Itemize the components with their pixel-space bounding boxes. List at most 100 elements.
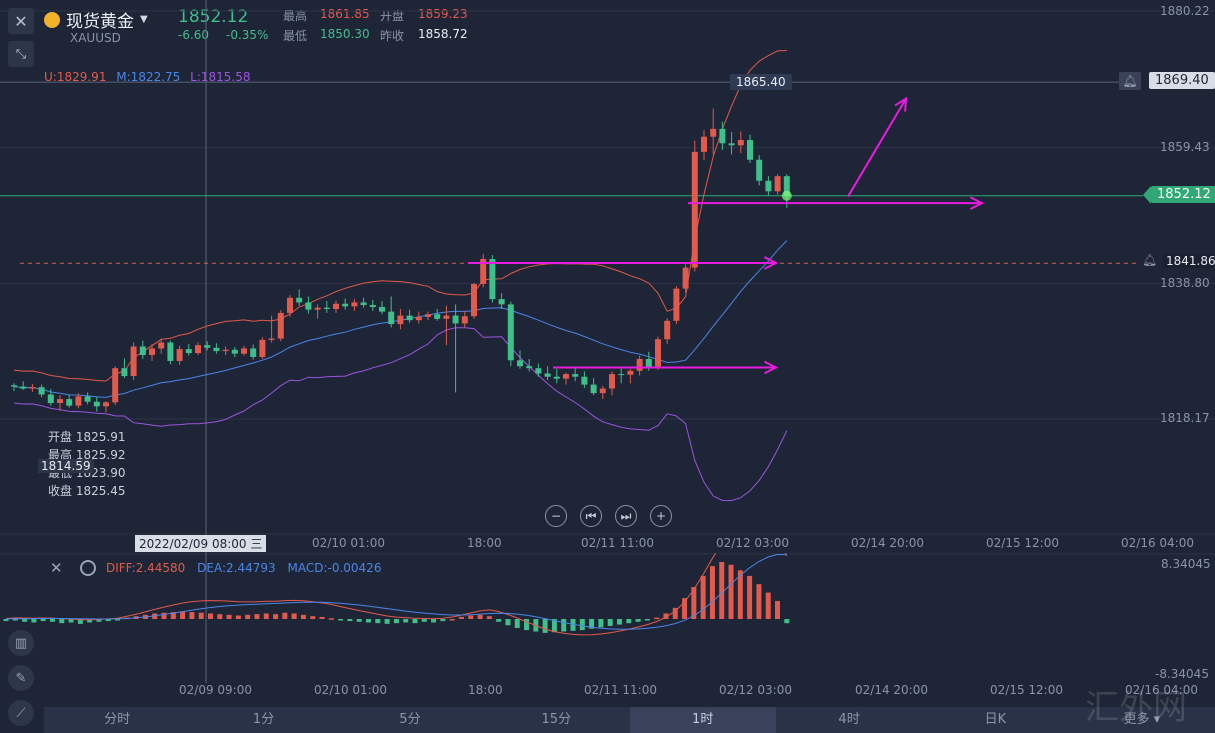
candle-body <box>130 346 137 377</box>
candle-body <box>599 388 606 394</box>
candle-body <box>397 315 404 325</box>
boll-legend: U:1829.91 M:1822.75 L:1815.58 <box>44 70 251 84</box>
macd-bar <box>468 615 474 619</box>
price-change: -6.60 <box>178 28 210 42</box>
trendline-icon[interactable]: ⟋ <box>8 700 34 726</box>
high-label: 最高 <box>283 9 308 23</box>
chevron-down-icon: ▼ <box>140 14 148 25</box>
candle-body <box>176 349 183 361</box>
candle-body <box>461 316 468 324</box>
macd-close-icon[interactable]: ✕ <box>50 559 63 577</box>
macd-bar <box>170 612 176 619</box>
tab-timeframe-more[interactable]: 更多 ▾ <box>1123 712 1161 727</box>
annotation-arrow <box>847 98 907 198</box>
macd-bar <box>784 619 790 624</box>
macd-bar <box>189 612 195 619</box>
macd-time-label: 02/14 20:00 <box>855 683 928 697</box>
macd-bar <box>12 619 18 621</box>
macd-bar <box>477 614 483 619</box>
cursor-value-tag: 1814.59 <box>38 459 94 473</box>
skip-back-icon[interactable]: ⏮ <box>580 505 602 527</box>
candle-body <box>369 305 376 308</box>
macd-time-label: 02/10 01:00 <box>314 683 387 697</box>
high-callout: 1865.40 <box>730 74 792 90</box>
candle-body <box>489 259 496 300</box>
candle-body <box>471 284 477 317</box>
annotation-arrow-head <box>969 196 985 210</box>
instrument-selector[interactable]: 现货黄金 ▼ <box>44 7 148 32</box>
time-label: 02/15 12:00 <box>986 536 1059 550</box>
skip-forward-icon[interactable]: ⏭ <box>615 505 637 527</box>
watermark: 汇外网 <box>1085 688 1187 728</box>
tab-timeframe[interactable]: 15分 <box>541 712 572 727</box>
macd-diff-line <box>5 553 788 636</box>
macd-bar <box>291 613 297 619</box>
last-price: 1852.12 <box>178 7 249 27</box>
indicator-icon[interactable]: ▥ <box>8 630 34 656</box>
candle-body <box>507 304 514 361</box>
annotation-arrow-head <box>894 96 908 112</box>
macd-bar <box>607 619 613 626</box>
candle-body <box>655 339 661 368</box>
low-value: 1850.30 <box>320 27 370 41</box>
candle-body <box>351 302 358 307</box>
candlestick-chart[interactable] <box>0 0 1215 556</box>
macd-bar <box>728 564 734 619</box>
zoom-out-icon[interactable]: − <box>545 505 567 527</box>
draw-pen-icon[interactable]: ✎ <box>8 665 34 691</box>
macd-bar <box>282 612 288 619</box>
collapse-icon[interactable]: ⤡ <box>8 41 34 67</box>
time-label: 02/10 01:00 <box>312 536 385 550</box>
macd-bar <box>161 612 167 619</box>
tab-timeframe[interactable]: 分时 <box>104 712 131 727</box>
alert-bell-icon-2[interactable]: 🔔︎ <box>1142 253 1158 267</box>
candle-body <box>765 180 772 192</box>
macd-bar <box>765 592 771 619</box>
macd-bar <box>496 619 502 622</box>
candle-body <box>756 159 763 181</box>
macd-bar <box>87 619 93 623</box>
candle-body <box>609 374 615 389</box>
macd-bar <box>542 619 548 633</box>
candle-body <box>701 136 707 152</box>
candle-body <box>333 303 339 309</box>
alert-bell-icon[interactable]: 🔔︎ <box>1119 72 1141 90</box>
candle-body <box>728 143 735 146</box>
tooltip-high: 最高 1825.92 <box>48 448 126 462</box>
macd-bar <box>616 619 622 625</box>
tab-timeframe[interactable]: 5分 <box>399 712 421 727</box>
candle-body <box>139 346 146 356</box>
macd-bar <box>115 619 121 621</box>
tab-timeframe[interactable]: 1分 <box>252 712 275 727</box>
macd-bar <box>300 614 306 619</box>
tab-timeframe[interactable]: 日K <box>984 712 1007 727</box>
candle-body <box>38 387 45 395</box>
instrument-symbol: XAUUSD <box>70 31 121 45</box>
macd-bar <box>570 619 576 631</box>
current-price-arrow-icon <box>1143 186 1151 204</box>
macd-bar <box>505 619 511 626</box>
candle-body <box>11 385 17 387</box>
close-icon[interactable]: ✕ <box>8 8 34 34</box>
zoom-in-icon[interactable]: + <box>650 505 672 527</box>
macd-bar <box>449 619 455 621</box>
macd-bar <box>421 619 427 622</box>
macd-value: MACD:-0.00426 <box>287 561 382 575</box>
crosshair-time-tag: 2022/02/09 08:00 三 <box>135 535 267 552</box>
macd-bar <box>96 619 102 622</box>
candle-body <box>581 376 588 385</box>
settings-icon[interactable] <box>80 560 96 576</box>
tab-timeframe-active[interactable]: 1时 <box>629 707 776 733</box>
candle-body <box>535 368 542 374</box>
price-label-3: 1838.80 <box>1160 276 1210 290</box>
price-change-pct: -0.35% <box>226 28 269 42</box>
candle-body <box>664 320 671 340</box>
tab-timeframe[interactable]: 4时 <box>838 712 860 727</box>
candle-body <box>29 387 36 389</box>
candle-body <box>627 370 634 375</box>
macd-bar <box>598 619 604 628</box>
candle-body <box>296 297 303 303</box>
candle-body <box>277 312 284 339</box>
macd-time-label: 02/15 12:00 <box>990 683 1063 697</box>
time-label: 18:00 <box>467 536 502 550</box>
